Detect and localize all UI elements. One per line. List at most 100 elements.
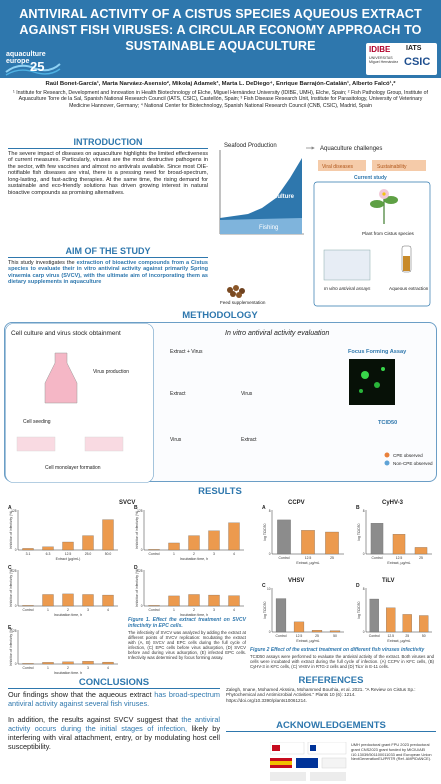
aim-divider [8,257,208,258]
vhsv-c-tick-label: 12.5 [296,634,303,638]
iats-logo: IATS [406,45,422,52]
svcv-d-tick-label: 1 [173,608,175,612]
svcv-e-y-label: Inhibition of infectivity (%) [9,628,13,666]
svcv-a-y-label: Inhibition of infectivity (%) [9,511,13,549]
svcv-a-tick-label: 25.0 [85,552,92,556]
acknowledgement-text: UMH predoctoral grant FPU 2023 predoctor… [351,742,432,762]
tilv-d-bar [386,607,396,633]
svcv-d-bar [168,595,180,607]
tilv-d-x-label: Extract, µg/mL [387,639,410,643]
multiwell-plate-icon [323,249,371,281]
tilv-d-bar [402,614,412,633]
monolayer-label: Cell monolayer formation [45,465,101,471]
current-study-label: Current study [354,175,387,181]
svcv-a-y-tick-max: 125 [11,509,17,513]
row-c-extract-label: Extract [241,437,257,443]
svcv-a-bar [22,548,34,551]
svcv-c-tick-label: 4 [107,608,109,612]
cyhv-3-b-tick-label: 12.5 [396,556,403,560]
svcv-e-bar [82,661,94,665]
funding-logos-graphic [269,741,347,781]
svcv-b-tick-label: 3 [213,552,215,556]
aim-highlight: extraction of bioactive compounds from a… [8,260,208,286]
figure-1-text: The infectivity of SVCV was analyzed by … [128,629,246,660]
extraction-label: Aqueous extraction [389,286,429,291]
poster-title: ANTIVIRAL ACTIVITY OF A CISTUS SPECIES A… [19,7,422,53]
affiliation-list: ¹ Institute for Research, Development an… [13,90,428,109]
conclusions-p2-text: In addition, the results against SVCV su… [8,715,182,724]
svcv-c-bar [82,594,94,607]
svcv-e-bar [62,661,74,665]
methodology-box: Cell culture and virus stock obtainment … [4,322,437,483]
svcv-c-panel-letter: C [8,565,12,571]
sustainability-box [372,160,426,171]
aquaculture-europe-logo-graphic [5,63,61,76]
plant-label: Plant from Cistus species [362,231,415,236]
svcv-d-bar [188,594,200,607]
results-charts: SVCV CCPV CyHV-3 VHSV TiLV A3.1 6.3 12.5 25… [8,500,432,675]
svcv-c-tick-label: 3 [87,608,89,612]
logo-left-text: aquaculture europe [6,51,46,65]
svcv-e-tick-label: 2 [67,666,69,670]
svcv-a-tick-label: 12.5 [65,552,72,556]
svcv-e-tick-label: 1 [47,666,49,670]
svcv-e-bar [42,662,54,665]
svcv-a-bar [82,535,94,551]
cpe-observed-label: CPE observed [393,453,423,458]
vhsv-title: VHSV [288,578,304,584]
svcv-e-bar [102,661,114,665]
row-a-label: Extract + Virus [170,349,203,355]
ffa-label: Focus Forming Assay [348,349,407,355]
reference-entry: Zalegh, Imane, Mohamed Akssira, Mohammed… [226,687,416,703]
ccpv-a-bar [277,519,291,555]
non-cpe-label: Non-CPE observed [393,461,433,466]
challenges-label: Aquaculture challenges [320,146,382,152]
svcv-d-panel-letter: D [134,565,138,571]
row-b-extract-label: Extract [170,391,186,397]
ccpv-a-y-tick-min: 0 [269,552,271,556]
svcv-e-y-tick-max: 125 [11,629,17,633]
svcv-c-x-label: Incubation time, h [54,613,82,617]
svcv-d-tick-label: Control [149,608,160,612]
svcv-e-bar [22,663,34,665]
svcv-a-panel-letter: A [8,505,12,511]
svcv-a-tick-label: 3.1 [26,552,31,556]
svcv-b-y-tick-max: 125 [137,509,143,513]
vhsv-c-x-label: Extract, µg/mL [296,639,319,643]
results-area: SVCV CCPV CyHV-3 VHSV TiLV A 3.1 6.3 12.5 25… [4,498,437,675]
svcv-d-tick-label: 4 [233,608,235,612]
tilv-d-tick-label: Control [369,634,380,638]
fluorescence-micrograph [349,359,395,405]
cistus-plant-icon [370,189,398,224]
conclusions-p2-highlight: the antiviral activity occurs during the… [8,715,220,733]
conclusions-divider [8,688,220,689]
csic-logo: CSIC [404,56,431,68]
svcv-c-bar [22,605,34,607]
vhsv-c-tick-label: Control [276,634,287,638]
svcv-b-bar [168,542,180,551]
extraction-tube-icon [401,245,412,273]
svcv-a-tick-label: 50.0 [105,552,112,556]
logo-left-number: 25 [30,59,45,74]
svcv-c-bar [42,594,54,607]
svcv-b-tick-label: 1 [173,552,175,556]
svcv-c-y-tick-min: 0 [15,604,17,608]
svcv-b-bar [228,522,240,551]
svcv-a-tick-label: 6.3 [46,552,51,556]
tilv-d-y-tick-min: 0 [363,630,365,634]
cyhv-3-b-x-label: Extract, µg/mL [387,561,410,565]
institution-logos: IDIBE UNIVERSITAS Miguel Hernández IATS … [366,43,437,75]
svcv-title: SVCV [119,500,135,506]
vhsv-c-bar [329,630,341,633]
svcv-e-tick-label: 3 [87,666,89,670]
svcv-b-bar [208,530,220,551]
introduction-divider [8,148,208,149]
seeding-plate-icon [16,436,124,452]
figure-2-caption: Figure 2 Effect of the extract treatment… [250,647,434,669]
cyhv-3-b-panel-letter: B [356,505,360,511]
ccpv-a-x-label: Extract, µg/mL [296,561,319,565]
svcv-c-bar [62,593,74,607]
methodology-title: METHODOLOGY [182,310,258,321]
aim-text-start: This study investigates the [8,260,77,266]
tilv-title: TiLV [382,578,394,584]
